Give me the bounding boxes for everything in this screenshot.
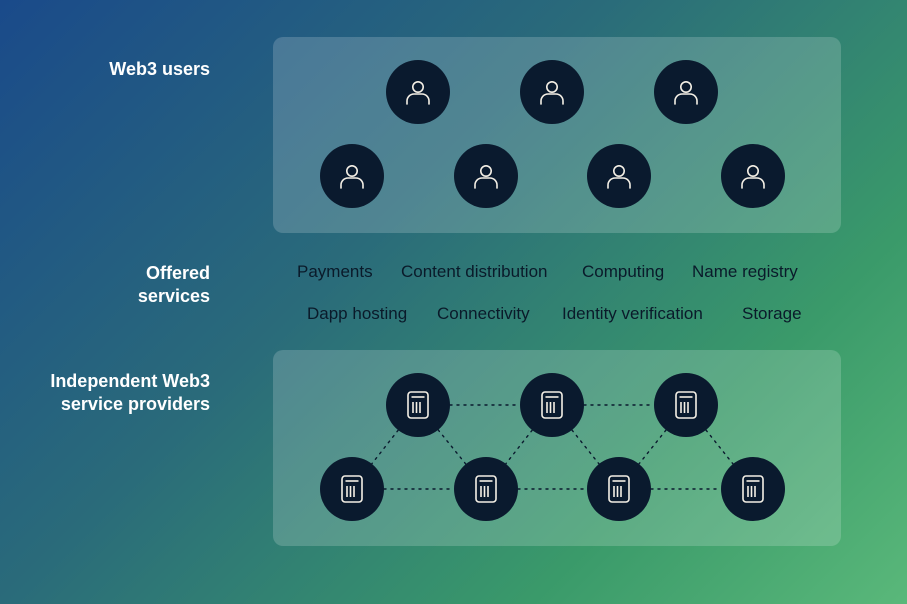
provider-node xyxy=(320,457,384,521)
user-node xyxy=(320,144,384,208)
provider-edge xyxy=(572,430,599,464)
provider-edge xyxy=(639,430,666,464)
provider-node xyxy=(654,373,718,437)
user-node xyxy=(454,144,518,208)
provider-edge xyxy=(438,430,466,464)
server-icon xyxy=(537,388,567,422)
server-icon xyxy=(471,472,501,506)
user-icon xyxy=(469,159,503,193)
user-icon xyxy=(736,159,770,193)
server-icon xyxy=(604,472,634,506)
user-icon xyxy=(669,75,703,109)
server-icon xyxy=(671,388,701,422)
server-icon xyxy=(337,472,367,506)
provider-node xyxy=(454,457,518,521)
user-node xyxy=(520,60,584,124)
user-node xyxy=(386,60,450,124)
server-icon xyxy=(403,388,433,422)
server-icon xyxy=(738,472,768,506)
provider-node xyxy=(386,373,450,437)
provider-node xyxy=(587,457,651,521)
provider-edge xyxy=(706,430,733,464)
user-node xyxy=(654,60,718,124)
user-icon xyxy=(401,75,435,109)
user-icon xyxy=(535,75,569,109)
user-node xyxy=(587,144,651,208)
provider-node xyxy=(520,373,584,437)
user-node xyxy=(721,144,785,208)
provider-node xyxy=(721,457,785,521)
provider-edge xyxy=(506,430,532,464)
provider-edge xyxy=(372,430,398,464)
user-icon xyxy=(602,159,636,193)
user-icon xyxy=(335,159,369,193)
